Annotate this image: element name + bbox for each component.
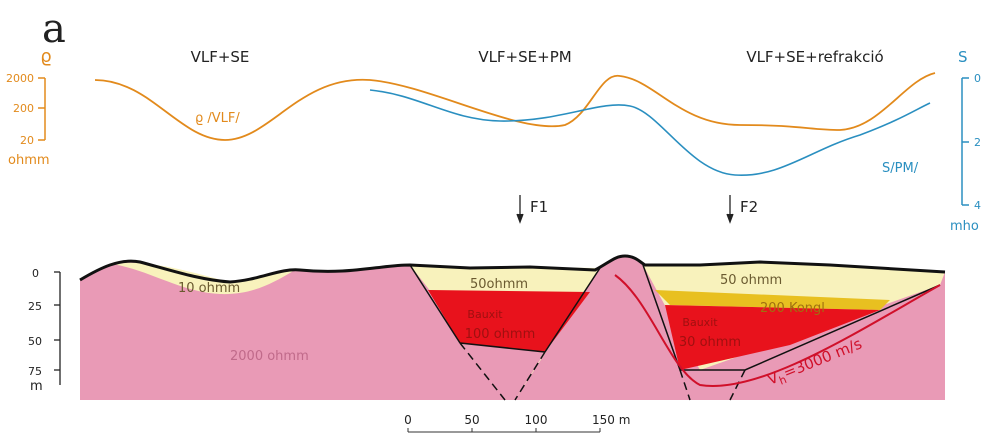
scale-label: 150 m: [592, 413, 630, 427]
tick-label: 75: [28, 365, 42, 378]
rho-symbol: ϱ: [40, 46, 51, 67]
layer-label: 100 ohmm: [465, 327, 535, 342]
layer-label: 30 ohmm: [679, 335, 741, 350]
tick-label: 50: [28, 335, 42, 348]
right-bauxite: [665, 305, 880, 370]
scale-label: 100: [525, 413, 548, 427]
tick-label: 2000: [6, 72, 34, 85]
ticks: [962, 77, 969, 206]
conglomerate: [655, 290, 890, 310]
panel-label: a: [42, 6, 66, 52]
unit: mho: [950, 219, 979, 234]
mid-bauxite: [428, 290, 590, 352]
rho-curve: [94, 72, 936, 141]
s-symbol: S: [958, 48, 968, 66]
scale-bar: [407, 428, 601, 433]
section-title: VLF+SE+PM: [478, 48, 571, 66]
fault-label: F1: [530, 198, 548, 216]
tick-label: 2: [974, 136, 981, 149]
curve-label: S/PM/: [882, 161, 919, 176]
section-title: VLF+SE+refrakció: [746, 48, 883, 66]
scale-label: 0: [404, 413, 412, 427]
tick-label: 0: [974, 72, 981, 85]
ticks: [38, 77, 45, 141]
layer-label: Bauxit: [682, 316, 718, 329]
velocity-line: [614, 274, 941, 388]
velocity-sub: h: [777, 373, 788, 388]
layer-label: 50ohmm: [470, 277, 528, 292]
section-title: VLF+SE: [191, 48, 250, 66]
layer-label: 200 Kongl: [760, 301, 825, 316]
unit: ohmm: [8, 153, 50, 168]
tick-label: 25: [28, 300, 42, 313]
unit: m: [30, 379, 43, 394]
curve-label: ϱ /VLF/: [195, 111, 240, 126]
boundaries: [409, 264, 941, 401]
tick-label: 20: [20, 134, 34, 147]
layer-label: 10 ohmm: [178, 281, 240, 296]
tick-label: 200: [13, 102, 34, 115]
fault-arrows: [516, 195, 734, 224]
layer-label: 50 ohmm: [720, 273, 782, 288]
tick-label: 0: [32, 267, 39, 280]
s-curve: [369, 89, 931, 176]
ticks: [54, 271, 60, 371]
layer-label: 2000 ohmm: [230, 349, 309, 364]
tick-label: 4: [974, 199, 981, 212]
layer-label: Bauxit: [467, 308, 503, 321]
scale-label: 50: [464, 413, 479, 427]
fault-label: F2: [740, 198, 758, 216]
surface: [79, 254, 946, 284]
